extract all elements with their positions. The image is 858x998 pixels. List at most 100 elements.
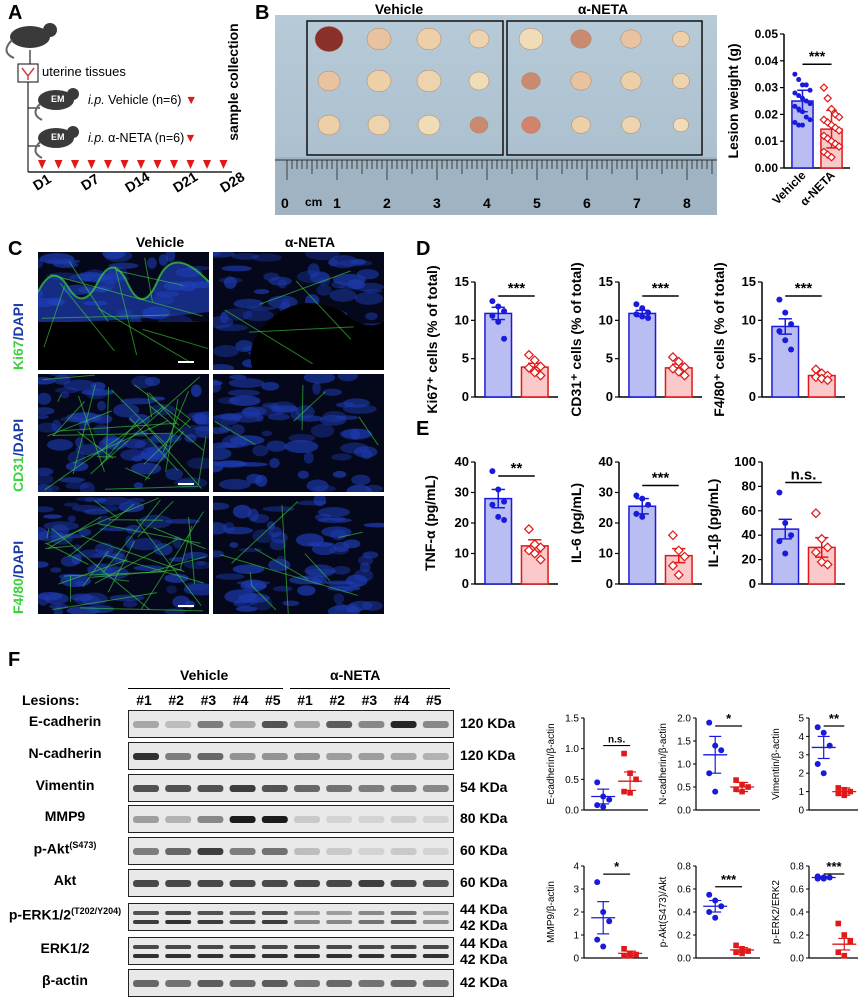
- blot-band: [326, 721, 352, 728]
- vehicle-bracket: [128, 688, 283, 689]
- blot-band: [197, 880, 223, 887]
- blot-strip: [128, 774, 454, 802]
- y-tick-label: 0: [798, 806, 804, 817]
- y-axis-label: E-cadherin/β-actin: [546, 723, 557, 804]
- blot-size-label: 54 KDa: [460, 779, 507, 795]
- significance-label: *: [614, 859, 620, 874]
- blot-band: [294, 911, 320, 915]
- data-point: [706, 770, 712, 776]
- blot-size-label: 42 KDa: [460, 974, 507, 990]
- significance-label: ***: [508, 280, 526, 297]
- blot-band: [262, 816, 288, 823]
- blot-band: [133, 721, 159, 728]
- y-tick-label: 2: [573, 908, 579, 919]
- blot-band: [197, 920, 223, 924]
- blot-band: [358, 911, 384, 915]
- y-tick-label: 30: [599, 485, 613, 500]
- y-tick-label: 0: [606, 389, 613, 404]
- chart-F6: 0.00.20.40.60.8p-ERK2/ERK2***: [771, 859, 858, 965]
- data-point: [815, 761, 821, 767]
- blot-size-label: 44 KDa: [460, 935, 507, 951]
- blot-band: [294, 785, 320, 792]
- data-point: [827, 743, 833, 749]
- blot-band: [133, 920, 159, 924]
- blot-band: [294, 945, 320, 949]
- data-point: [621, 953, 627, 959]
- blot-band: [391, 920, 417, 924]
- blot-band: [165, 753, 191, 760]
- blot-band: [294, 920, 320, 924]
- data-point: [600, 944, 606, 950]
- data-point: [835, 791, 841, 797]
- data-point: [745, 948, 751, 954]
- y-tick-label: 0.02: [755, 107, 779, 121]
- blot-band: [423, 954, 449, 958]
- y-tick-label: 4: [798, 732, 804, 743]
- chart-F2: 0.00.51.01.52.0N-cadherin/β-actin*: [658, 711, 760, 817]
- chart-F5: 0.00.20.40.60.8p-Akt(S473)/Akt***: [658, 862, 760, 965]
- blot-band: [262, 721, 288, 728]
- lane-label: #4: [225, 692, 257, 708]
- blot-size-label: 60 KDa: [460, 874, 507, 890]
- data-point: [606, 797, 612, 803]
- lane-label: #1: [289, 692, 321, 708]
- blot-band: [230, 848, 256, 855]
- blot-band: [165, 980, 191, 987]
- blot-band: [391, 880, 417, 887]
- data-point: [800, 109, 805, 114]
- blot-band: [165, 945, 191, 949]
- blot-band: [358, 848, 384, 855]
- data-point: [808, 101, 813, 106]
- y-tick-label: 10: [599, 546, 613, 561]
- f-neta-label: α-NETA: [330, 667, 380, 683]
- blot-size-label: 120 KDa: [460, 715, 515, 731]
- data-point: [639, 514, 645, 520]
- y-tick-label: 0.0: [677, 806, 691, 817]
- data-point: [639, 314, 645, 320]
- blot-band: [197, 753, 223, 760]
- significance-label: n.s.: [608, 735, 625, 746]
- y-tick-label: 0.4: [790, 908, 804, 919]
- blot-band: [262, 911, 288, 915]
- blot-band: [326, 816, 352, 823]
- y-tick-label: 40: [742, 527, 756, 542]
- data-point: [821, 770, 827, 776]
- data-point: [633, 952, 639, 958]
- y-tick-label: 5: [798, 714, 804, 725]
- lane-label: #5: [418, 692, 450, 708]
- data-point: [633, 311, 639, 317]
- blot-band: [230, 911, 256, 915]
- blot-band: [423, 848, 449, 855]
- blot-band: [423, 880, 449, 887]
- y-tick-label: 0.6: [790, 885, 804, 896]
- y-tick-label: 5: [749, 351, 756, 366]
- blot-band: [133, 816, 159, 823]
- y-tick-label: 5: [462, 351, 469, 366]
- y-tick-label: 0: [749, 389, 756, 404]
- y-tick-label: 0.04: [755, 54, 779, 68]
- data-point: [847, 938, 853, 944]
- blot-band: [165, 785, 191, 792]
- blot-size-label: 42 KDa: [460, 951, 507, 967]
- blot-strip: [128, 837, 454, 865]
- blot-protein-label: MMP9: [6, 808, 124, 824]
- data-point: [489, 313, 495, 319]
- blot-band: [358, 945, 384, 949]
- data-point: [792, 72, 797, 77]
- data-point: [782, 337, 788, 343]
- blot-band: [358, 753, 384, 760]
- data-point: [824, 95, 831, 102]
- y-axis-label: MMP9/β-actin: [546, 881, 557, 943]
- blot-band: [230, 753, 256, 760]
- blot-band: [165, 721, 191, 728]
- lane-label: #1: [128, 692, 160, 708]
- y-tick-label: 0.5: [565, 775, 579, 786]
- data-point: [621, 751, 627, 757]
- blot-band: [197, 954, 223, 958]
- y-tick-label: 10: [742, 312, 756, 327]
- blot-band: [133, 980, 159, 987]
- y-tick-label: 0: [462, 389, 469, 404]
